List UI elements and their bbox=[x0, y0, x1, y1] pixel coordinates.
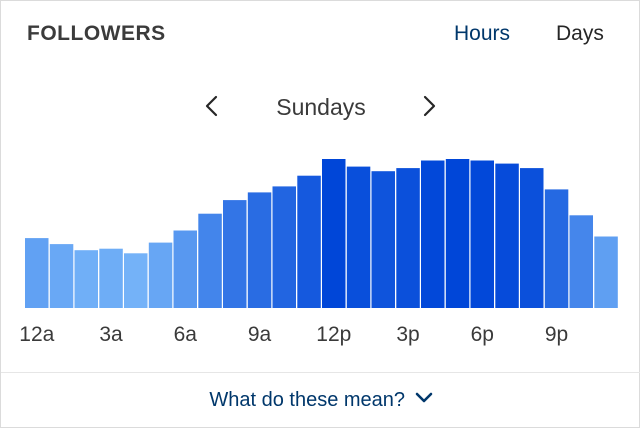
chevron-right-icon bbox=[423, 95, 436, 117]
followers-bar-chart: 12a 3a 6a 9a 12p 3p 6p 9p bbox=[19, 159, 618, 346]
divider bbox=[1, 372, 640, 373]
chevron-down-icon bbox=[415, 387, 433, 410]
x-tick-label: 12p bbox=[316, 323, 351, 346]
bar-1p[interactable] bbox=[346, 166, 371, 308]
help-link-label: What do these mean? bbox=[209, 389, 406, 411]
bar-12p[interactable] bbox=[322, 159, 346, 308]
bar-1a[interactable] bbox=[49, 244, 74, 308]
bar-6a[interactable] bbox=[173, 230, 198, 309]
next-period-button[interactable] bbox=[418, 93, 442, 121]
x-tick-label: 9a bbox=[248, 323, 272, 346]
tab-hours[interactable]: Hours bbox=[454, 22, 511, 45]
help-link[interactable]: What do these mean? bbox=[1, 389, 640, 412]
bar-3p[interactable] bbox=[396, 168, 420, 308]
bar-10a[interactable] bbox=[272, 186, 297, 308]
bar-3a[interactable] bbox=[99, 248, 123, 308]
x-tick-label: 3p bbox=[396, 323, 419, 346]
x-tick-label: 12a bbox=[19, 323, 54, 346]
bar-11a[interactable] bbox=[297, 175, 321, 308]
bar-7a[interactable] bbox=[198, 213, 222, 308]
chevron-left-icon bbox=[205, 95, 218, 117]
bar-4a[interactable] bbox=[124, 253, 148, 308]
bar-2a[interactable] bbox=[74, 250, 99, 308]
tab-days[interactable]: Days bbox=[556, 22, 604, 45]
bar-11p[interactable] bbox=[594, 236, 618, 309]
bar-9a[interactable] bbox=[247, 192, 272, 308]
bar-4p[interactable] bbox=[421, 160, 445, 309]
x-tick-label: 3a bbox=[99, 323, 123, 346]
bar-10p[interactable] bbox=[569, 215, 594, 308]
period-label: Sundays bbox=[276, 94, 366, 120]
period-selector: Sundays bbox=[1, 94, 640, 121]
bar-8a[interactable] bbox=[223, 200, 247, 308]
card-title: FOLLOWERS bbox=[27, 22, 166, 45]
bar-8p[interactable] bbox=[520, 168, 544, 308]
bar-9p[interactable] bbox=[544, 189, 569, 308]
x-tick-label: 6a bbox=[174, 323, 198, 346]
bar-12a[interactable] bbox=[25, 238, 49, 308]
bar-2p[interactable] bbox=[371, 171, 396, 308]
bar-6p[interactable] bbox=[470, 160, 495, 309]
previous-period-button[interactable] bbox=[201, 93, 225, 121]
bar-7p[interactable] bbox=[495, 163, 519, 308]
bar-5p[interactable] bbox=[445, 159, 470, 308]
x-tick-label: 6p bbox=[471, 323, 494, 346]
bar-5a[interactable] bbox=[148, 242, 173, 308]
x-tick-label: 9p bbox=[545, 323, 568, 346]
